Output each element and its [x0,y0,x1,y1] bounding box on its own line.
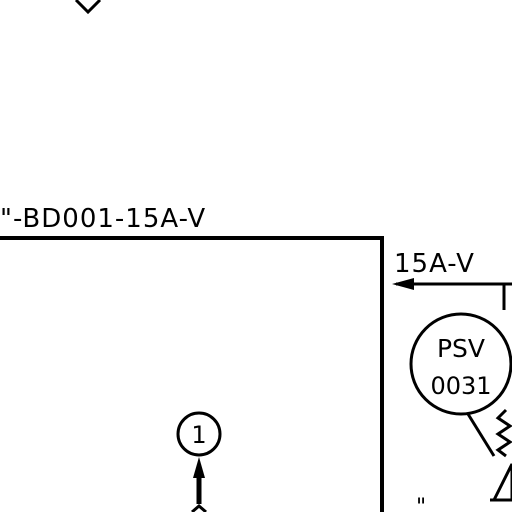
branch-line-label: 15A-V [394,249,475,279]
instrument-leader-line [466,413,496,457]
flow-arrow-icon [392,278,414,290]
line-number-label: "-BD001-15A-V [0,204,206,234]
relief-valve-spring-icon [495,408,512,458]
note-arrow-icon [193,457,205,478]
psv-instrument-bubble[interactable] [409,312,512,416]
psv-tag-line1: PSV [437,334,485,363]
psv-tag-line2: 0031 [430,372,491,400]
main-pipe-line[interactable] [0,236,384,512]
note-number-label: 1 [191,421,206,449]
relief-valve-body-icon [491,463,512,502]
partial-mark: " [416,495,426,512]
note-number-bubble[interactable] [176,411,222,457]
diamond-symbol-partial [74,0,102,15]
note-pointer-base [191,504,207,512]
